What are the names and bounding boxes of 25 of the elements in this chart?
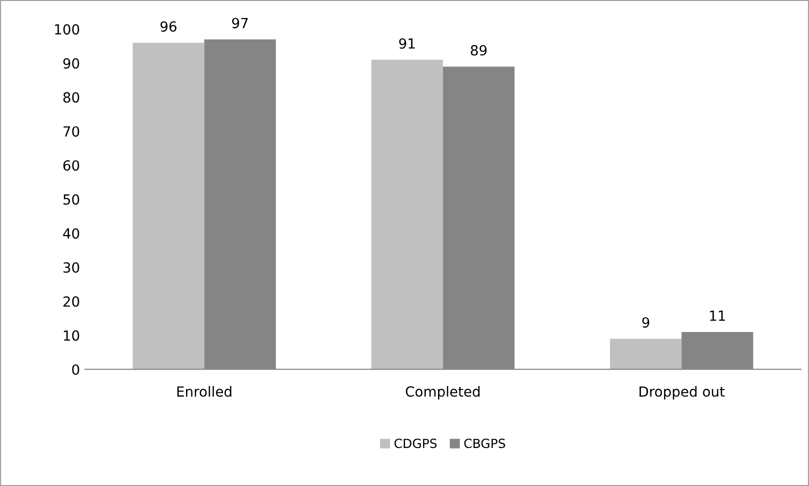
data-label: 91: [399, 38, 415, 49]
x-tick-label: Dropped out: [640, 386, 725, 400]
legend-label: CBGPS: [464, 438, 506, 448]
y-tick-label: 50: [63, 194, 80, 205]
data-label: 89: [470, 45, 487, 56]
y-tick-label: 60: [63, 160, 80, 171]
bar: [610, 338, 682, 370]
y-tick-label: 30: [63, 262, 80, 273]
data-label: 96: [160, 21, 176, 32]
y-tick-label: 0: [72, 364, 80, 375]
y-tick-label: 90: [63, 58, 80, 69]
y-tick-label: 10: [64, 330, 80, 341]
y-tick-label: 70: [64, 126, 80, 137]
y-tick-label: 40: [63, 228, 80, 239]
legend-label: CDGPS: [394, 438, 437, 448]
y-tick-label: 20: [63, 296, 80, 307]
y-tick-label: 80: [63, 92, 80, 103]
data-label: 11: [710, 310, 725, 321]
x-tick-label: Completed: [406, 386, 480, 400]
x-tick-label: Enrolled: [177, 386, 232, 397]
data-label: 97: [232, 18, 248, 28]
data-label: 9: [642, 317, 650, 328]
bar: [371, 60, 443, 370]
y-tick-label: 100: [55, 24, 80, 35]
bar: [132, 42, 204, 370]
